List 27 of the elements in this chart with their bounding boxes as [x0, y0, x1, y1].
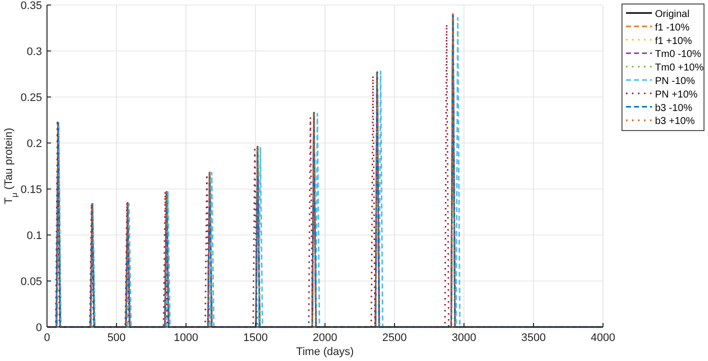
x-tick-label: 3500 [521, 332, 546, 344]
x-tick-label: 1000 [174, 332, 198, 344]
legend-label: Tm0 +10% [655, 62, 704, 74]
x-tick-label: 3000 [452, 332, 476, 344]
legend-label: f1 -10% [655, 22, 690, 34]
legend-label: b3 -10% [655, 102, 692, 114]
y-tick-label: 0.2 [26, 138, 42, 150]
legend-label: PN -10% [655, 76, 696, 87]
legend-label: PN +10% [655, 89, 698, 100]
x-tick-label: 0 [44, 332, 50, 344]
x-tick-label: 4000 [590, 332, 616, 344]
y-tick-label: 0.3 [26, 46, 42, 58]
x-tick-label: 1500 [243, 332, 268, 344]
x-axis-title: Time (days) [296, 346, 354, 358]
x-tick-label: 2000 [312, 332, 338, 344]
legend-label: b3 +10% [655, 116, 695, 128]
y-tick-label: 0.15 [20, 184, 42, 196]
x-tick-label: 500 [107, 332, 126, 344]
legend-label: Tm0 -10% [655, 49, 702, 60]
y-tick-label: 0.05 [20, 276, 42, 288]
legend-label: Original [655, 9, 690, 20]
y-tick-label: 0.35 [20, 0, 42, 12]
y-tick-label: 0 [36, 322, 42, 334]
legend-label: f1 +10% [655, 36, 692, 47]
y-tick-label: 0.1 [26, 230, 42, 242]
y-tick-label: 0.25 [20, 92, 42, 104]
x-tick-label: 2500 [382, 332, 407, 344]
